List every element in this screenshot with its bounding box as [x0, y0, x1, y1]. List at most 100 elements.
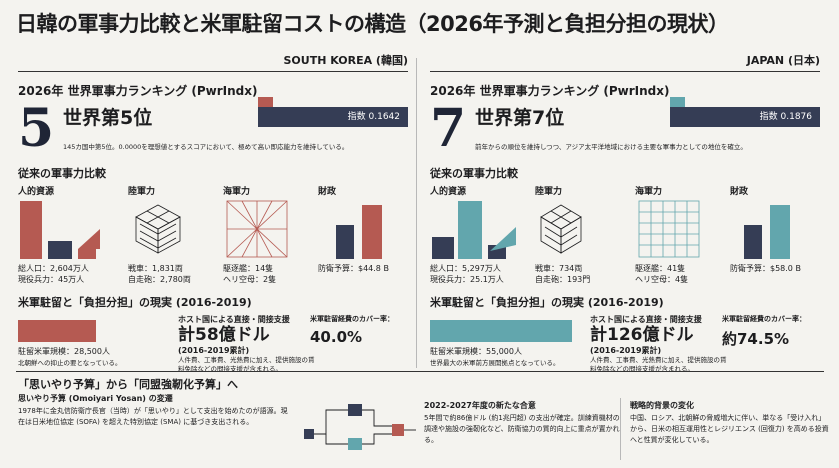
strategic-block: 戦略的背景の変化 中国、ロシア、北朝鮮の脅威増大に伴い、単なる「受け入れ」から、… [630, 400, 830, 446]
finance-bars-icon [336, 205, 382, 259]
personnel-panel: 人的資源 総人口：5,297万人 現役兵力：25.1万人 [430, 184, 520, 294]
index-bar-value: 指数 0.1876 [670, 107, 820, 127]
navy-chart [223, 199, 313, 259]
page-title: 日韓の軍事力比較と米軍駐留コストの構造（2026年予測と負担分担の現状） [16, 12, 729, 36]
army-stat-2: 自走砲：2,780両 [128, 275, 191, 284]
host-support: ホスト国による直接・間接支援 計126億ドル (2016-2019累計) 人件費… [590, 314, 730, 374]
column-header: JAPAN (日本) [430, 52, 820, 72]
rank-number: 5 [18, 98, 55, 159]
strategic-heading: 戦略的背景の変化 [630, 401, 694, 410]
army-stat-1: 戦車：1,831両 [128, 264, 183, 273]
personnel-stat-2: 現役兵力：45万人 [18, 275, 85, 284]
bottom-title: 「思いやり予算」から「同盟強靭化予算」へ [18, 378, 238, 391]
host-title: 米軍駐留と「負担分担」の現実 (2016-2019) [18, 296, 252, 309]
army-label: 陸軍力 [535, 187, 563, 197]
host-troops-note: 北朝鮮への抑止の要となっている。 [18, 359, 122, 367]
japan-column: JAPAN (日本) 2026年 世界軍事力ランキング (PwrIndx) 7 … [430, 52, 820, 394]
omoiyari-heading: 思いやり予算 (Omoiyari Yosan) の変遷 [18, 394, 173, 403]
column-header: SOUTH KOREA (韓国) [18, 52, 408, 72]
host-support-amount: 計58億ドル [178, 325, 270, 345]
rank-number: 7 [430, 98, 467, 159]
coverage-value: 40.0% [310, 328, 363, 346]
coverage-block: 米軍駐留経費のカバー率： 40.0% [310, 314, 410, 346]
finance-bars-icon [744, 205, 790, 259]
personnel-label: 人的資源 [18, 187, 55, 197]
navy-grid-icon [638, 200, 700, 258]
coverage-label: 米軍駐留経費のカバー率： [722, 315, 806, 323]
coverage-block: 米軍駐留経費のカバー率： 約74.5% [722, 314, 822, 349]
host-troops-stat: 駐留米軍規模：55,000人 [430, 347, 522, 356]
army-stat-2: 自走砲：193門 [535, 275, 591, 284]
south-korea-column: SOUTH KOREA (韓国) 2026年 世界軍事力ランキング (PwrIn… [18, 52, 408, 394]
finance-chart [318, 199, 408, 259]
host-support-amount: 計126億ドル [590, 325, 694, 345]
host-troops-stat: 駐留米軍規模：28,500人 [18, 347, 110, 356]
host-support-period: (2016-2019累計) [590, 346, 662, 355]
personnel-panel: 人的資源 総人口：2,604万人 現役兵力：45万人 [18, 184, 108, 294]
bottom-section: 「思いやり予算」から「同盟強靭化予算」へ 思いやり予算 (Omoiyari Yo… [18, 376, 830, 466]
personnel-chart [430, 199, 520, 259]
navy-stat-1: 駆逐艦：41隻 [635, 264, 686, 273]
rank-row: 5 世界第5位 指数 0.1642 145カ国中第5位。0.0000を理想値とす… [18, 97, 408, 165]
finance-label: 財政 [318, 187, 337, 197]
omoiyari-text: 1978年に金丸信防衛庁長官（当時）が「思いやり」として支出を始めたのが語源。現… [18, 407, 288, 426]
army-panel: 陸軍力 戦車：734両 自走砲：193門 [535, 184, 625, 294]
finance-stat: 防衛予算：$44.8 B [318, 264, 389, 273]
army-cube-icon [540, 204, 582, 254]
finance-label: 財政 [730, 187, 749, 197]
rank-title: 2026年 世界軍事力ランキング (PwrIndx) [430, 84, 670, 98]
army-cube-icon [135, 204, 181, 254]
personnel-label: 人的資源 [430, 187, 467, 197]
rank-text: 世界第5位 [63, 107, 153, 129]
compare-title: 従来の軍事力比較 [430, 167, 518, 180]
navy-label: 海軍力 [223, 187, 251, 197]
bottom-divider [16, 371, 824, 372]
new-agreement-heading: 2022-2027年度の新たな合意 [424, 401, 536, 410]
host-row: 駐留米軍規模：28,500人 北朝鮮への抑止の要となっている。 ホスト国による直… [18, 314, 408, 394]
navy-stat-1: 駆逐艦：14隻 [223, 264, 274, 273]
personnel-bars-icon [432, 201, 516, 259]
navy-chart [635, 199, 725, 259]
compare-row: 人的資源 総人口：2,604万人 現役兵力：45万人 陸軍力 [18, 184, 408, 294]
finance-stat: 防衛予算：$58.0 B [730, 264, 801, 273]
index-bar-value: 指数 0.1642 [258, 107, 408, 127]
host-bar-block: 駐留米軍規模：28,500人 北朝鮮への抑止の要となっている。 [18, 314, 188, 367]
host-troops-bar [430, 320, 572, 342]
personnel-chart [18, 199, 108, 259]
army-chart [535, 199, 625, 259]
army-stat-1: 戦車：734両 [535, 264, 583, 273]
navy-grid-icon [226, 200, 288, 258]
host-troops-bar [18, 320, 96, 342]
rank-title: 2026年 世界軍事力ランキング (PwrIndx) [18, 84, 258, 98]
finance-panel: 財政 防衛予算：$58.0 B [730, 184, 820, 294]
rank-text: 世界第7位 [475, 107, 565, 129]
host-row: 駐留米軍規模：55,000人 世界最大の米軍前方展開拠点となっている。 ホスト国… [430, 314, 820, 394]
navy-panel: 海軍力 駆逐艦：41隻 ヘリ空母：4隻 [635, 184, 725, 294]
host-support-label: ホスト国による直接・間接支援 [178, 315, 290, 324]
host-support: ホスト国による直接・間接支援 計58億ドル (2016-2019累計) 人件費、… [178, 314, 318, 374]
navy-stat-2: ヘリ空母：4隻 [635, 275, 689, 284]
personnel-stat-1: 総人口：2,604万人 [18, 264, 89, 273]
host-support-note: 人件費、工事費、光熱費に加え、提供施設の賃料免除などの間接支援が含まれる。 [178, 356, 315, 373]
bottom-divider-v [620, 398, 621, 460]
alliance-flow-diagram [304, 398, 419, 458]
new-agreement-block: 2022-2027年度の新たな合意 5年間で約86億ドル (約1兆円超) の支出… [424, 400, 624, 446]
coverage-label: 米軍駐留経費のカバー率： [310, 315, 394, 323]
rank-description: 前年からの順位を維持しつつ、アジア太平洋地域における主要な軍事力としての地位を確… [475, 143, 747, 151]
army-panel: 陸軍力 戦車：1,831両 自走砲：2,780両 [128, 184, 218, 294]
host-support-note: 人件費、工事費、光熱費に加え、提供施設の賃料免除などの間接支援が含まれる。 [590, 356, 727, 373]
host-bar-block: 駐留米軍規模：55,000人 世界最大の米軍前方展開拠点となっている。 [430, 314, 600, 367]
column-divider [416, 58, 417, 368]
navy-panel: 海軍力 駆逐艦：14隻 ヘリ空母：2隻 [223, 184, 313, 294]
flow-diagram-icon [304, 404, 416, 450]
host-title: 米軍駐留と「負担分担」の現実 (2016-2019) [430, 296, 664, 309]
navy-label: 海軍力 [635, 187, 663, 197]
host-troops-note: 世界最大の米軍前方展開拠点となっている。 [430, 359, 560, 367]
host-support-period: (2016-2019累計) [178, 346, 250, 355]
finance-chart [730, 199, 820, 259]
compare-row: 人的資源 総人口：5,297万人 現役兵力：25.1万人 陸軍力 [430, 184, 820, 294]
personnel-stat-1: 総人口：5,297万人 [430, 264, 501, 273]
coverage-value: 約74.5% [722, 330, 790, 348]
rank-row: 7 世界第7位 指数 0.1876 前年からの順位を維持しつつ、アジア太平洋地域… [430, 97, 820, 165]
personnel-bars-icon [20, 201, 100, 259]
